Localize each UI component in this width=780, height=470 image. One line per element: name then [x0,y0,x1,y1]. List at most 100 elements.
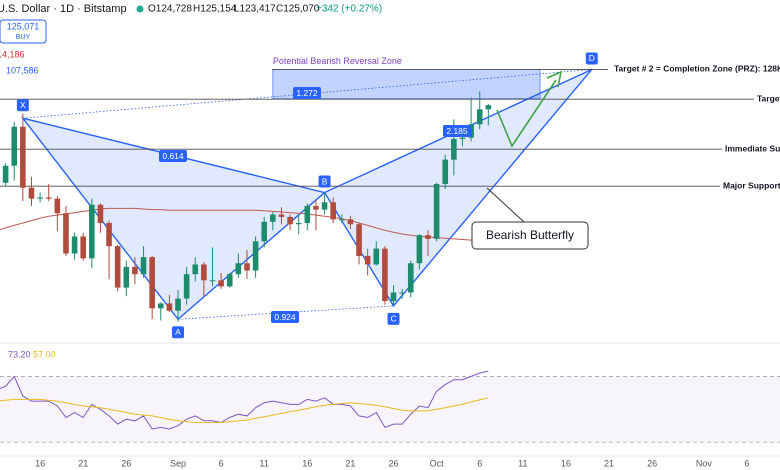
ratio-label: 2.185 [446,126,468,136]
projection-arrow [496,79,557,148]
point-tag-box [172,326,185,339]
candle-body [97,204,104,224]
candle-body [54,198,61,214]
ratio-box [293,87,321,99]
zone-label: Potential Bearish Reversal Zone [273,56,402,66]
candle-body [218,280,224,287]
candle-body [476,109,483,125]
candle-body [209,280,216,282]
candle-body [278,214,285,217]
rsi-band-fill [0,376,780,443]
candle-body [106,223,112,247]
rsi-readout: 73.20 [8,349,31,359]
candle-body [425,235,431,239]
pattern-dotted-line [177,305,394,320]
candle-body [252,241,259,271]
callout-label: Bearish Butterfly [486,228,574,242]
symbol: U.S. Dollar · 1D · Bitstamp [0,3,127,15]
ratio-label: 1.272 [296,88,318,98]
point-tag: A [175,327,181,337]
x-axis: 16 21 26 Sep 6 11 16 21 26 Oct 6 11 16 21 26 Nov 6 [35,458,749,468]
level-label: Major Support [723,180,780,190]
candle-body [339,219,345,221]
candle-body [157,303,164,309]
candle-body [45,197,52,199]
point-tag: D [589,53,595,63]
candle-body [468,124,474,138]
candle-body [175,298,181,311]
candle-body [373,248,380,265]
status-dot [136,5,144,13]
candle-body [451,138,457,160]
x-tick-label: 26 [389,458,399,468]
callout-box [471,221,589,250]
candle-body [364,255,371,265]
projection-arrowhead [546,70,563,88]
x-tick-label: 16 [35,458,45,468]
candle-body [485,105,492,110]
candle-body [226,274,233,287]
candle-body [382,248,388,302]
candle-body [192,264,199,275]
candle-body [37,197,43,199]
buy-button[interactable] [0,19,47,44]
ohlc-low: L123,417 [234,4,276,15]
buy-price[interactable]: 125,071 [7,21,40,31]
level-label: Immediate Sup [725,143,780,153]
candle-body [123,266,130,288]
candle-body [390,292,397,302]
candle-body [399,292,405,294]
x-tick-label: 26 [121,458,131,468]
rsi-line [0,397,489,423]
level-label: Target # 2 = Completion Zone (PRZ): 128K… [614,64,780,74]
candle-body [261,221,268,242]
candle-body [114,246,121,288]
ohlc-open: O124,728 [148,4,192,15]
point-tag-box [387,312,400,325]
x-tick-label: Nov [696,458,713,468]
x-tick-label: Oct [430,458,445,468]
ratio-box [271,311,299,323]
ratio-box [443,125,471,137]
ratio-label: 0.924 [274,312,296,322]
candle-body [304,205,311,224]
candle-body [89,204,95,259]
candle-body [183,274,190,299]
x-tick-label: 26 [647,458,657,468]
ohlc-close: C125,070 [276,4,320,15]
ratio-label: 0.614 [162,151,184,161]
candle-body [166,303,173,311]
candle-body [416,235,423,264]
candle-body [287,216,293,225]
buy-label[interactable]: BUY [16,34,31,41]
moving-average [0,207,489,241]
x-tick-label: 11 [518,458,527,468]
rsi-pane [0,370,780,443]
candle-body [433,184,440,239]
ohlc-high: H125,154 [193,4,237,15]
point-tag-box [585,52,598,65]
level-label: Target [757,93,780,103]
candle-body [201,264,207,281]
point-tag: B [322,176,328,186]
candle-body [347,219,354,225]
candle-body [330,202,336,220]
candle-body [2,165,9,183]
main-pane: Potential Bearish Reversal Zone Target # … [0,52,780,339]
candle-body [356,224,362,256]
candle-body [459,137,466,139]
point-tag: X [20,100,26,110]
x-tick-label: 16 [302,458,312,468]
candle-body [20,126,26,188]
candle-body [442,159,449,185]
candle-body [140,257,147,275]
candle-body [132,266,138,275]
x-tick-label: 21 [604,458,614,468]
x-tick-label: 21 [78,458,88,468]
x-tick-label: 16 [561,458,571,468]
candle-body [149,257,155,309]
point-tag-box [16,99,29,112]
x-tick-label: 21 [345,458,355,468]
